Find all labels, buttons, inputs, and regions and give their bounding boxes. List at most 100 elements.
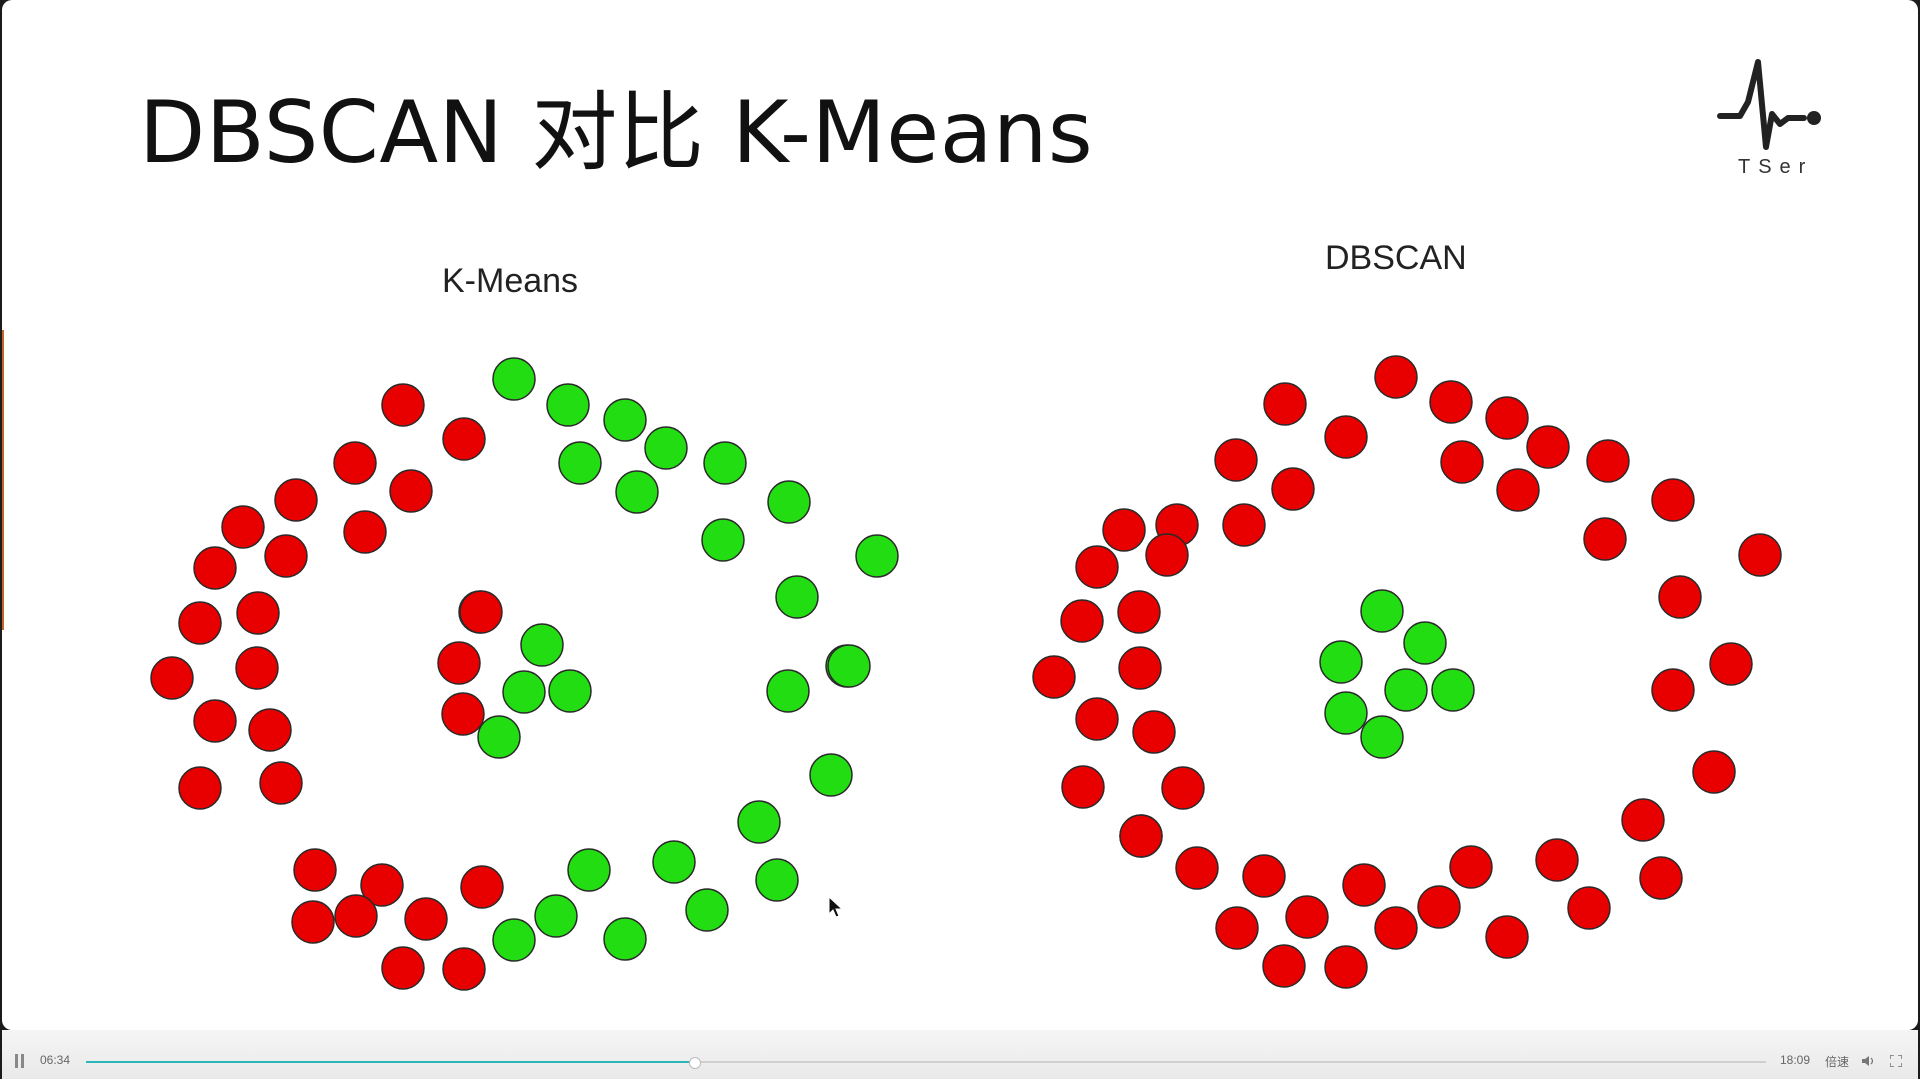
dbscan-red-point xyxy=(1374,906,1418,950)
video-player-bar xyxy=(2,1030,1918,1079)
mouse-cursor-icon xyxy=(828,896,844,918)
kmeans-green-point xyxy=(855,534,899,578)
dbscan-red-point xyxy=(1485,396,1529,440)
dbscan-green-point xyxy=(1403,621,1447,665)
kmeans-green-point xyxy=(685,888,729,932)
dbscan-red-point xyxy=(1535,838,1579,882)
dbscan-red-point xyxy=(1161,766,1205,810)
logo-text: TSer xyxy=(1738,156,1814,178)
pulse-logo-icon xyxy=(1717,59,1821,150)
dbscan-red-point xyxy=(1102,508,1146,552)
dbscan-red-point xyxy=(1214,438,1258,482)
kmeans-green-point xyxy=(755,858,799,902)
dbscan-red-point xyxy=(1449,845,1493,889)
dbscan-red-point xyxy=(1032,655,1076,699)
progress-track[interactable] xyxy=(86,1057,1766,1069)
dbscan-red-point xyxy=(1285,895,1329,939)
kmeans-red-point xyxy=(404,897,448,941)
kmeans-green-point xyxy=(502,670,546,714)
dbscan-red-point xyxy=(1658,575,1702,619)
dbscan-red-point xyxy=(1429,380,1473,424)
kmeans-red-point xyxy=(460,865,504,909)
dbscan-red-point xyxy=(1709,642,1753,686)
kmeans-green-point xyxy=(809,753,853,797)
dbscan-red-point xyxy=(1738,533,1782,577)
dbscan-green-point xyxy=(1360,589,1404,633)
kmeans-red-point xyxy=(381,946,425,990)
current-time: 06:34 xyxy=(40,1053,71,1067)
pause-icon[interactable] xyxy=(14,1054,26,1068)
kmeans-green-point xyxy=(775,575,819,619)
total-time: 18:09 xyxy=(1780,1053,1811,1067)
progress-knob[interactable] xyxy=(689,1057,702,1069)
dbscan-red-point xyxy=(1651,478,1695,522)
dbscan-red-point xyxy=(1262,944,1306,988)
kmeans-green-point xyxy=(567,848,611,892)
dbscan-red-point xyxy=(1621,798,1665,842)
dbscan-red-point xyxy=(1132,710,1176,754)
kmeans-green-point xyxy=(546,383,590,427)
kmeans-red-point xyxy=(459,590,503,634)
kmeans-red-point xyxy=(221,505,265,549)
speed-button[interactable]: 倍速 xyxy=(1825,1055,1850,1069)
kmeans-red-point xyxy=(274,478,318,522)
kmeans-red-point xyxy=(437,641,481,685)
dbscan-red-point xyxy=(1075,545,1119,589)
cluster-scatter-plots xyxy=(150,355,1782,991)
kmeans-red-point xyxy=(442,947,486,991)
dbscan-red-point xyxy=(1374,355,1418,399)
kmeans-red-point xyxy=(248,708,292,752)
dbscan-red-point xyxy=(1119,814,1163,858)
dbscan-red-point xyxy=(1440,440,1484,484)
dbscan-red-point xyxy=(1061,765,1105,809)
kmeans-green-point xyxy=(520,623,564,667)
dbscan-green-point xyxy=(1324,691,1368,735)
kmeans-green-point xyxy=(534,894,578,938)
kmeans-red-point xyxy=(178,601,222,645)
slide-edge xyxy=(2,330,4,630)
kmeans-green-point xyxy=(615,470,659,514)
dbscan-red-point xyxy=(1324,945,1368,989)
dbscan-red-point xyxy=(1118,646,1162,690)
dbscan-red-point xyxy=(1639,856,1683,900)
dbscan-red-point xyxy=(1692,750,1736,794)
kmeans-red-point xyxy=(150,656,194,700)
kmeans-red-point xyxy=(293,848,337,892)
dbscan-red-point xyxy=(1526,425,1570,469)
dbscan-red-point xyxy=(1263,382,1307,426)
dbscan-red-point xyxy=(1651,668,1695,712)
dbscan-green-point xyxy=(1360,715,1404,759)
dbscan-red-point xyxy=(1222,503,1266,547)
kmeans-green-point xyxy=(766,669,810,713)
progress-fill xyxy=(86,1061,695,1063)
kmeans-red-point xyxy=(381,383,425,427)
dbscan-red-point xyxy=(1417,885,1461,929)
kmeans-red-point xyxy=(236,591,280,635)
dbscan-red-point xyxy=(1242,854,1286,898)
volume-icon[interactable] xyxy=(1861,1055,1875,1067)
kmeans-red-point xyxy=(442,417,486,461)
kmeans-red-point xyxy=(389,469,433,513)
kmeans-red-point xyxy=(291,900,335,944)
dbscan-red-point xyxy=(1075,697,1119,741)
kmeans-green-point xyxy=(603,398,647,442)
dbscan-green-point xyxy=(1384,668,1428,712)
dbscan-green-point xyxy=(1319,640,1363,684)
kmeans-green-point xyxy=(701,518,745,562)
dbscan-red-point xyxy=(1215,906,1259,950)
kmeans-green-point xyxy=(767,480,811,524)
kmeans-red-point xyxy=(360,863,404,907)
dbscan-red-point xyxy=(1175,846,1219,890)
dbscan-green-point xyxy=(1431,668,1475,712)
dbscan-red-point xyxy=(1485,915,1529,959)
kmeans-green-point xyxy=(703,441,747,485)
fullscreen-icon[interactable] xyxy=(1890,1055,1902,1067)
kmeans-red-point xyxy=(441,692,485,736)
kmeans-green-point xyxy=(827,644,871,688)
dbscan-red-point xyxy=(1117,590,1161,634)
kmeans-green-point xyxy=(548,669,592,713)
dbscan-red-point xyxy=(1271,467,1315,511)
kmeans-red-point xyxy=(259,761,303,805)
dbscan-red-point xyxy=(1583,517,1627,561)
kmeans-red-point xyxy=(264,534,308,578)
